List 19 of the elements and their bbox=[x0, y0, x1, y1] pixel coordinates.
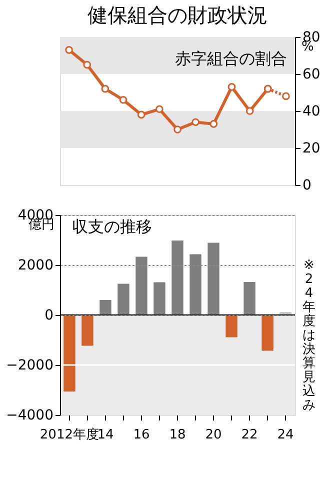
x-tick-label: 20 bbox=[205, 428, 222, 442]
x-tick-label: 14 bbox=[97, 428, 114, 442]
x-tick-label: 22 bbox=[241, 428, 258, 442]
y-tick-label: −4000 bbox=[6, 408, 54, 424]
y-tick-label: 40 bbox=[302, 104, 320, 120]
y-tick-label: 0 bbox=[44, 308, 54, 324]
x-tick-label: 24 bbox=[277, 428, 294, 442]
y-tick-label: −2000 bbox=[6, 358, 54, 374]
x-tick-label: 18 bbox=[169, 428, 186, 442]
y-tick-label: 60 bbox=[302, 66, 320, 82]
chart-title: 収支の推移 bbox=[72, 217, 152, 236]
chart-title: 健保組合の財政状況 bbox=[88, 3, 268, 27]
x-tick-label: 16 bbox=[133, 428, 150, 442]
y-tick-label: 2000 bbox=[18, 258, 54, 274]
y-tick-label: 20 bbox=[302, 140, 320, 156]
text: 赤字組合の割合 bbox=[175, 49, 287, 68]
x-tick-label: 2012年度 bbox=[40, 426, 99, 442]
y-tick-label: 0 bbox=[302, 178, 312, 194]
text: ※24年度は決算見込み bbox=[302, 258, 316, 413]
